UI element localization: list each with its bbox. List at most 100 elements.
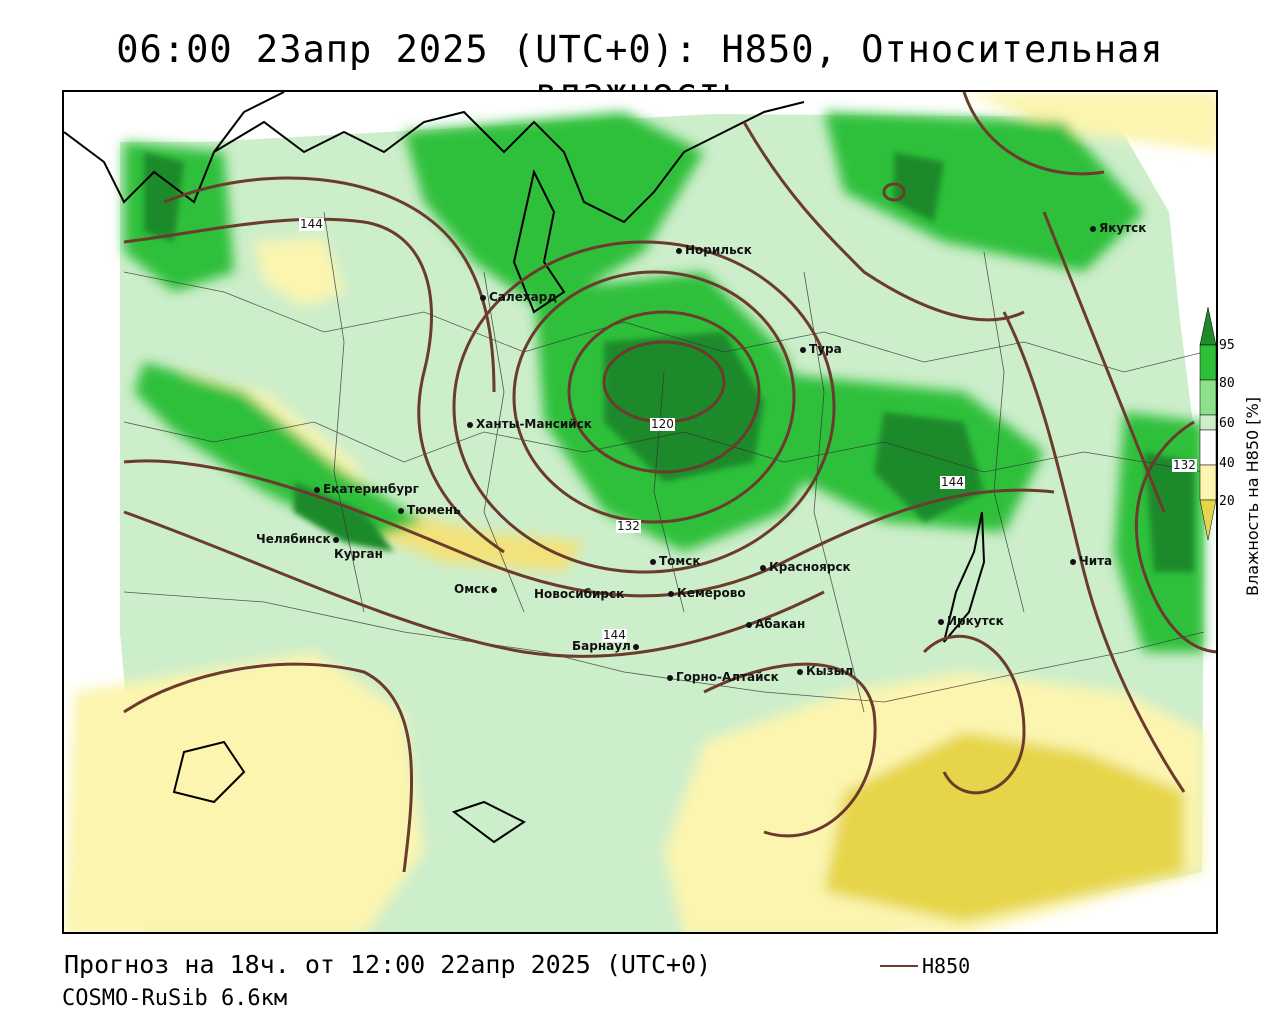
city-name: Челябинск	[256, 532, 331, 546]
contour-south-east	[922, 634, 1026, 795]
city-dot	[800, 346, 806, 353]
moist-band-ural	[134, 362, 424, 542]
contour-south-west	[123, 662, 414, 873]
city-dot	[314, 486, 320, 493]
city-label: Норильск	[676, 243, 752, 257]
city-label: Барнаул	[572, 639, 642, 653]
city-name: Барнаул	[572, 639, 631, 653]
city-label: Горно-Алтайск	[667, 670, 779, 684]
moist-area-north-east	[824, 112, 1144, 272]
dry-patch-north	[254, 237, 344, 307]
moist-core-east	[1144, 452, 1194, 572]
contour-cyclone-4	[452, 240, 836, 574]
city-label: Омск	[454, 582, 500, 596]
city-label: Абакан	[746, 617, 805, 631]
coastline-baikal	[943, 511, 986, 643]
colorbar-tick: 60	[1219, 416, 1235, 431]
model-name: COSMO-RuSib 6.6км	[62, 986, 288, 1011]
city-label: Салехард	[480, 290, 557, 304]
contour-label: 120	[650, 417, 675, 431]
weather-map: 144 120 132 144 144 132 Норильск Якутск …	[62, 90, 1218, 934]
city-name: Салехард	[489, 290, 557, 304]
city-name: Якутск	[1099, 221, 1147, 235]
contour-cyclone-2	[567, 310, 761, 474]
city-name: Ханты-Мансийск	[476, 417, 592, 431]
colorbar-bottom-arrow	[1199, 499, 1217, 541]
colorbar-band-50	[1199, 414, 1217, 431]
city-name: Горно-Алтайск	[676, 670, 779, 684]
city-dot	[676, 247, 682, 254]
contour-144-south	[123, 510, 825, 658]
contour-far-north-east	[962, 92, 1105, 176]
contour-north-east	[742, 121, 1025, 322]
h850-contours	[123, 92, 1216, 873]
contour-south	[703, 662, 877, 838]
city-name: Томск	[659, 554, 701, 568]
city-label: Кызыл	[797, 664, 853, 678]
city-label: Томск	[650, 554, 701, 568]
city-label: Челябинск	[256, 532, 342, 546]
contour-legend: H850	[880, 954, 970, 978]
contour-label: 132	[1172, 458, 1197, 472]
colorbar-tick: 80	[1219, 376, 1235, 391]
contour-north-east-small	[882, 182, 906, 202]
city-dot	[746, 621, 752, 628]
moist-core-north-east	[894, 152, 944, 222]
city-dot	[467, 421, 473, 428]
colorbar-top-arrow	[1199, 306, 1217, 346]
colorbar-title: Влажность на H850 [%]	[1243, 397, 1262, 596]
city-label: Курган	[334, 547, 383, 561]
humidity-field	[64, 92, 1216, 932]
humidity-colorbar: 95 80 60 40 20	[1199, 306, 1235, 541]
city-dot	[1090, 225, 1096, 232]
dry-core-south-east	[824, 732, 1184, 922]
contour-legend-label: H850	[922, 954, 971, 978]
city-dot	[667, 674, 673, 681]
city-name: Иркутск	[947, 614, 1004, 628]
moist-core-north-west	[144, 152, 184, 242]
city-dot	[668, 590, 674, 597]
city-dot	[632, 643, 639, 650]
city-name: Тура	[809, 342, 842, 356]
moist-core-cyclone	[604, 332, 764, 482]
city-label: Тюмень	[398, 503, 461, 517]
city-label: Иркутск	[938, 614, 1004, 628]
city-dot	[760, 564, 766, 571]
dry-north-east	[964, 92, 1216, 152]
city-dot	[797, 668, 803, 675]
city-name: Красноярск	[769, 560, 851, 574]
contour-east-low	[1134, 420, 1216, 654]
city-name: Омск	[454, 582, 490, 596]
contour-label: 144	[602, 628, 627, 642]
contour-north-west-2	[163, 176, 496, 393]
coastline-arctic	[64, 101, 805, 224]
city-dot	[491, 586, 498, 593]
city-name: Курган	[334, 547, 383, 561]
admin-borders	[123, 211, 1205, 713]
city-name: Абакан	[755, 617, 806, 631]
colorbar-tick: 40	[1219, 456, 1235, 471]
city-label: Ханты-Мансийск	[467, 417, 592, 431]
colorbar-tick: 20	[1219, 494, 1235, 509]
coastline-caspian	[172, 740, 246, 804]
colorbar-band-60	[1199, 379, 1217, 416]
contour-east-1	[1002, 311, 1186, 793]
forecast-info: Прогноз на 18ч. от 12:00 22апр 2025 (UTC…	[64, 950, 712, 979]
city-dot	[1070, 558, 1076, 565]
city-dot	[650, 558, 656, 565]
city-label: Чита	[1070, 554, 1112, 568]
contour-144-west	[123, 459, 1055, 598]
city-name: Кызыл	[806, 664, 854, 678]
city-name: Кемерово	[677, 586, 746, 600]
colorbar-band-30	[1199, 464, 1217, 501]
moist-core-central	[874, 412, 984, 522]
contour-label: 144	[299, 217, 324, 231]
city-label: Екатеринбург	[314, 482, 419, 496]
coastlines	[64, 92, 986, 844]
contour-legend-swatch	[880, 965, 918, 967]
city-label: Красноярск	[760, 560, 851, 574]
contour-label: 144	[940, 475, 965, 489]
contour-cyclone-3	[512, 270, 796, 524]
city-name: Чита	[1079, 554, 1113, 568]
dry-area-south-west	[64, 652, 424, 932]
